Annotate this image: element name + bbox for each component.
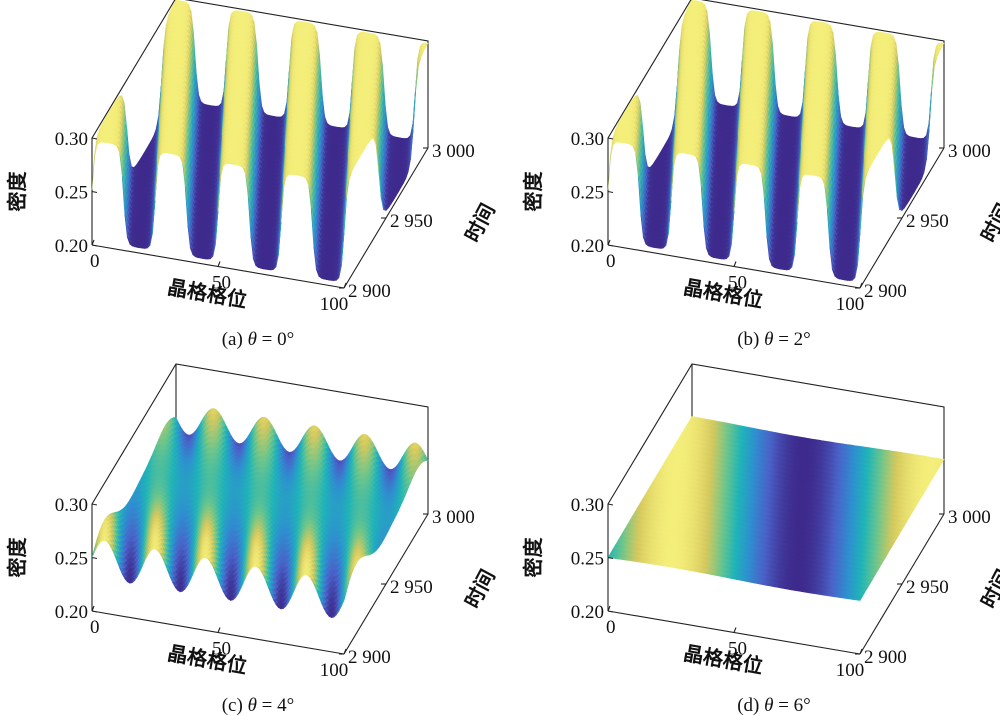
back-frame: [91, 0, 429, 245]
y-tick-label: 2 950: [390, 211, 433, 232]
z-tick-label: 0.20: [55, 236, 88, 257]
z-tick-mark: [91, 244, 98, 247]
z-tick-mark: [91, 190, 98, 194]
x-tick-mark: [217, 261, 221, 267]
z-tick-label: 0.30: [55, 129, 88, 150]
z-tick-mark: [91, 137, 98, 140]
z-tick-label: 0.25: [55, 183, 88, 204]
y-tick-label: 2 900: [348, 281, 391, 302]
x-tick-label: 0: [90, 251, 100, 272]
panel-caption: (a) θ = 0°: [222, 329, 295, 350]
y-axis-label: 时间: [460, 199, 500, 246]
density-surface: [91, 0, 429, 281]
x-tick-label: 100: [320, 294, 349, 315]
x-axis-label: 晶格格位: [166, 275, 249, 313]
z-axis-label: 密度: [5, 171, 29, 212]
density-surface: [607, 0, 945, 281]
y-tick-label: 3 000: [432, 141, 475, 162]
